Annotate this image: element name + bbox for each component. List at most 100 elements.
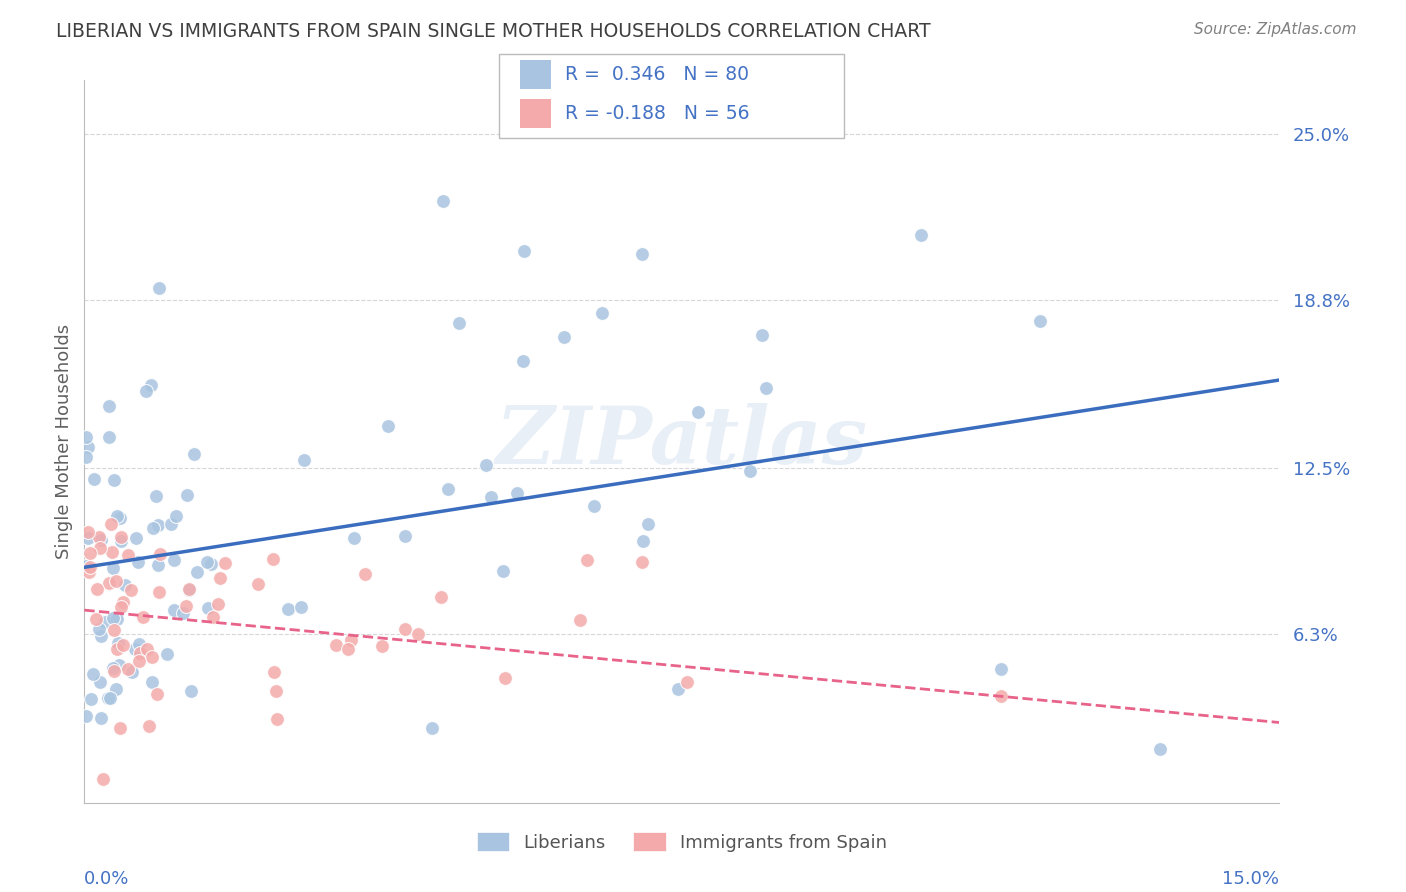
Point — [553, 329, 575, 343]
Point — [91, 772, 114, 786]
Point — [148, 584, 170, 599]
Point — [371, 639, 394, 653]
Point — [290, 600, 312, 615]
Point — [990, 689, 1012, 703]
Point — [75, 450, 97, 465]
Point — [1149, 742, 1171, 756]
Point — [108, 721, 131, 735]
Text: Source: ZipAtlas.com: Source: ZipAtlas.com — [1194, 22, 1357, 37]
Point — [138, 719, 160, 733]
Point — [751, 327, 773, 342]
Point — [89, 541, 111, 555]
Point — [100, 545, 122, 559]
Point — [129, 647, 152, 661]
Point — [105, 681, 128, 696]
Point — [163, 553, 186, 567]
Point — [177, 582, 200, 596]
Point — [111, 595, 134, 609]
Point — [110, 533, 132, 548]
Point — [77, 565, 100, 579]
Point — [97, 575, 120, 590]
Point — [101, 661, 124, 675]
Text: R =  0.346   N = 80: R = 0.346 N = 80 — [565, 65, 749, 84]
Point — [111, 639, 134, 653]
Text: ZIPatlas: ZIPatlas — [496, 403, 868, 480]
Point — [83, 471, 105, 485]
Point — [86, 582, 108, 596]
Point — [87, 530, 110, 544]
Point — [631, 555, 654, 569]
Y-axis label: Single Mother Households: Single Mother Households — [55, 324, 73, 559]
Point — [688, 405, 710, 419]
Point — [201, 609, 224, 624]
Point — [394, 529, 416, 543]
Point — [89, 623, 111, 637]
Point — [117, 662, 139, 676]
Point — [197, 601, 219, 615]
Point — [148, 280, 170, 294]
Point — [125, 531, 148, 545]
Point — [75, 559, 97, 574]
Point — [90, 711, 112, 725]
Point — [165, 509, 187, 524]
Point — [117, 548, 139, 562]
Legend: Liberians, Immigrants from Spain: Liberians, Immigrants from Spain — [470, 825, 894, 859]
Point — [124, 641, 146, 656]
Point — [128, 637, 150, 651]
Text: 15.0%: 15.0% — [1222, 870, 1279, 888]
Point — [266, 713, 288, 727]
Point — [666, 681, 689, 696]
Point — [97, 691, 120, 706]
Point — [103, 611, 125, 625]
Point — [89, 674, 111, 689]
Point — [128, 654, 150, 668]
Point — [437, 482, 460, 496]
Point — [755, 381, 778, 395]
Point — [479, 490, 502, 504]
Point — [77, 531, 100, 545]
Point — [98, 691, 121, 706]
Point — [337, 642, 360, 657]
Point — [145, 489, 167, 503]
Point — [121, 665, 143, 679]
Point — [107, 636, 129, 650]
Point — [492, 564, 515, 578]
Point — [127, 555, 149, 569]
Point — [576, 553, 599, 567]
Point — [447, 316, 470, 330]
Point — [209, 571, 232, 585]
Point — [354, 567, 377, 582]
Point — [90, 629, 112, 643]
Point — [277, 602, 299, 616]
Point — [512, 354, 534, 368]
Point — [149, 547, 172, 561]
Point — [90, 533, 112, 548]
Point — [675, 675, 697, 690]
Point — [432, 194, 454, 208]
Point — [108, 658, 131, 673]
Point — [263, 665, 285, 679]
Point — [738, 464, 761, 478]
Point — [406, 627, 429, 641]
Point — [420, 721, 443, 735]
Point — [247, 576, 270, 591]
Point — [132, 610, 155, 624]
Point — [79, 545, 101, 559]
Point — [910, 228, 932, 243]
Point — [163, 602, 186, 616]
Point — [135, 384, 157, 398]
Text: R = -0.188   N = 56: R = -0.188 N = 56 — [565, 103, 749, 123]
Point — [264, 683, 287, 698]
Point — [139, 377, 162, 392]
Point — [631, 247, 654, 261]
Point — [75, 708, 97, 723]
Point — [195, 555, 218, 569]
Point — [105, 574, 128, 588]
Point — [177, 583, 200, 598]
Point — [156, 647, 179, 661]
Point — [97, 430, 120, 444]
Point — [591, 306, 613, 320]
Point — [103, 473, 125, 487]
Point — [394, 623, 416, 637]
Point — [82, 667, 104, 681]
